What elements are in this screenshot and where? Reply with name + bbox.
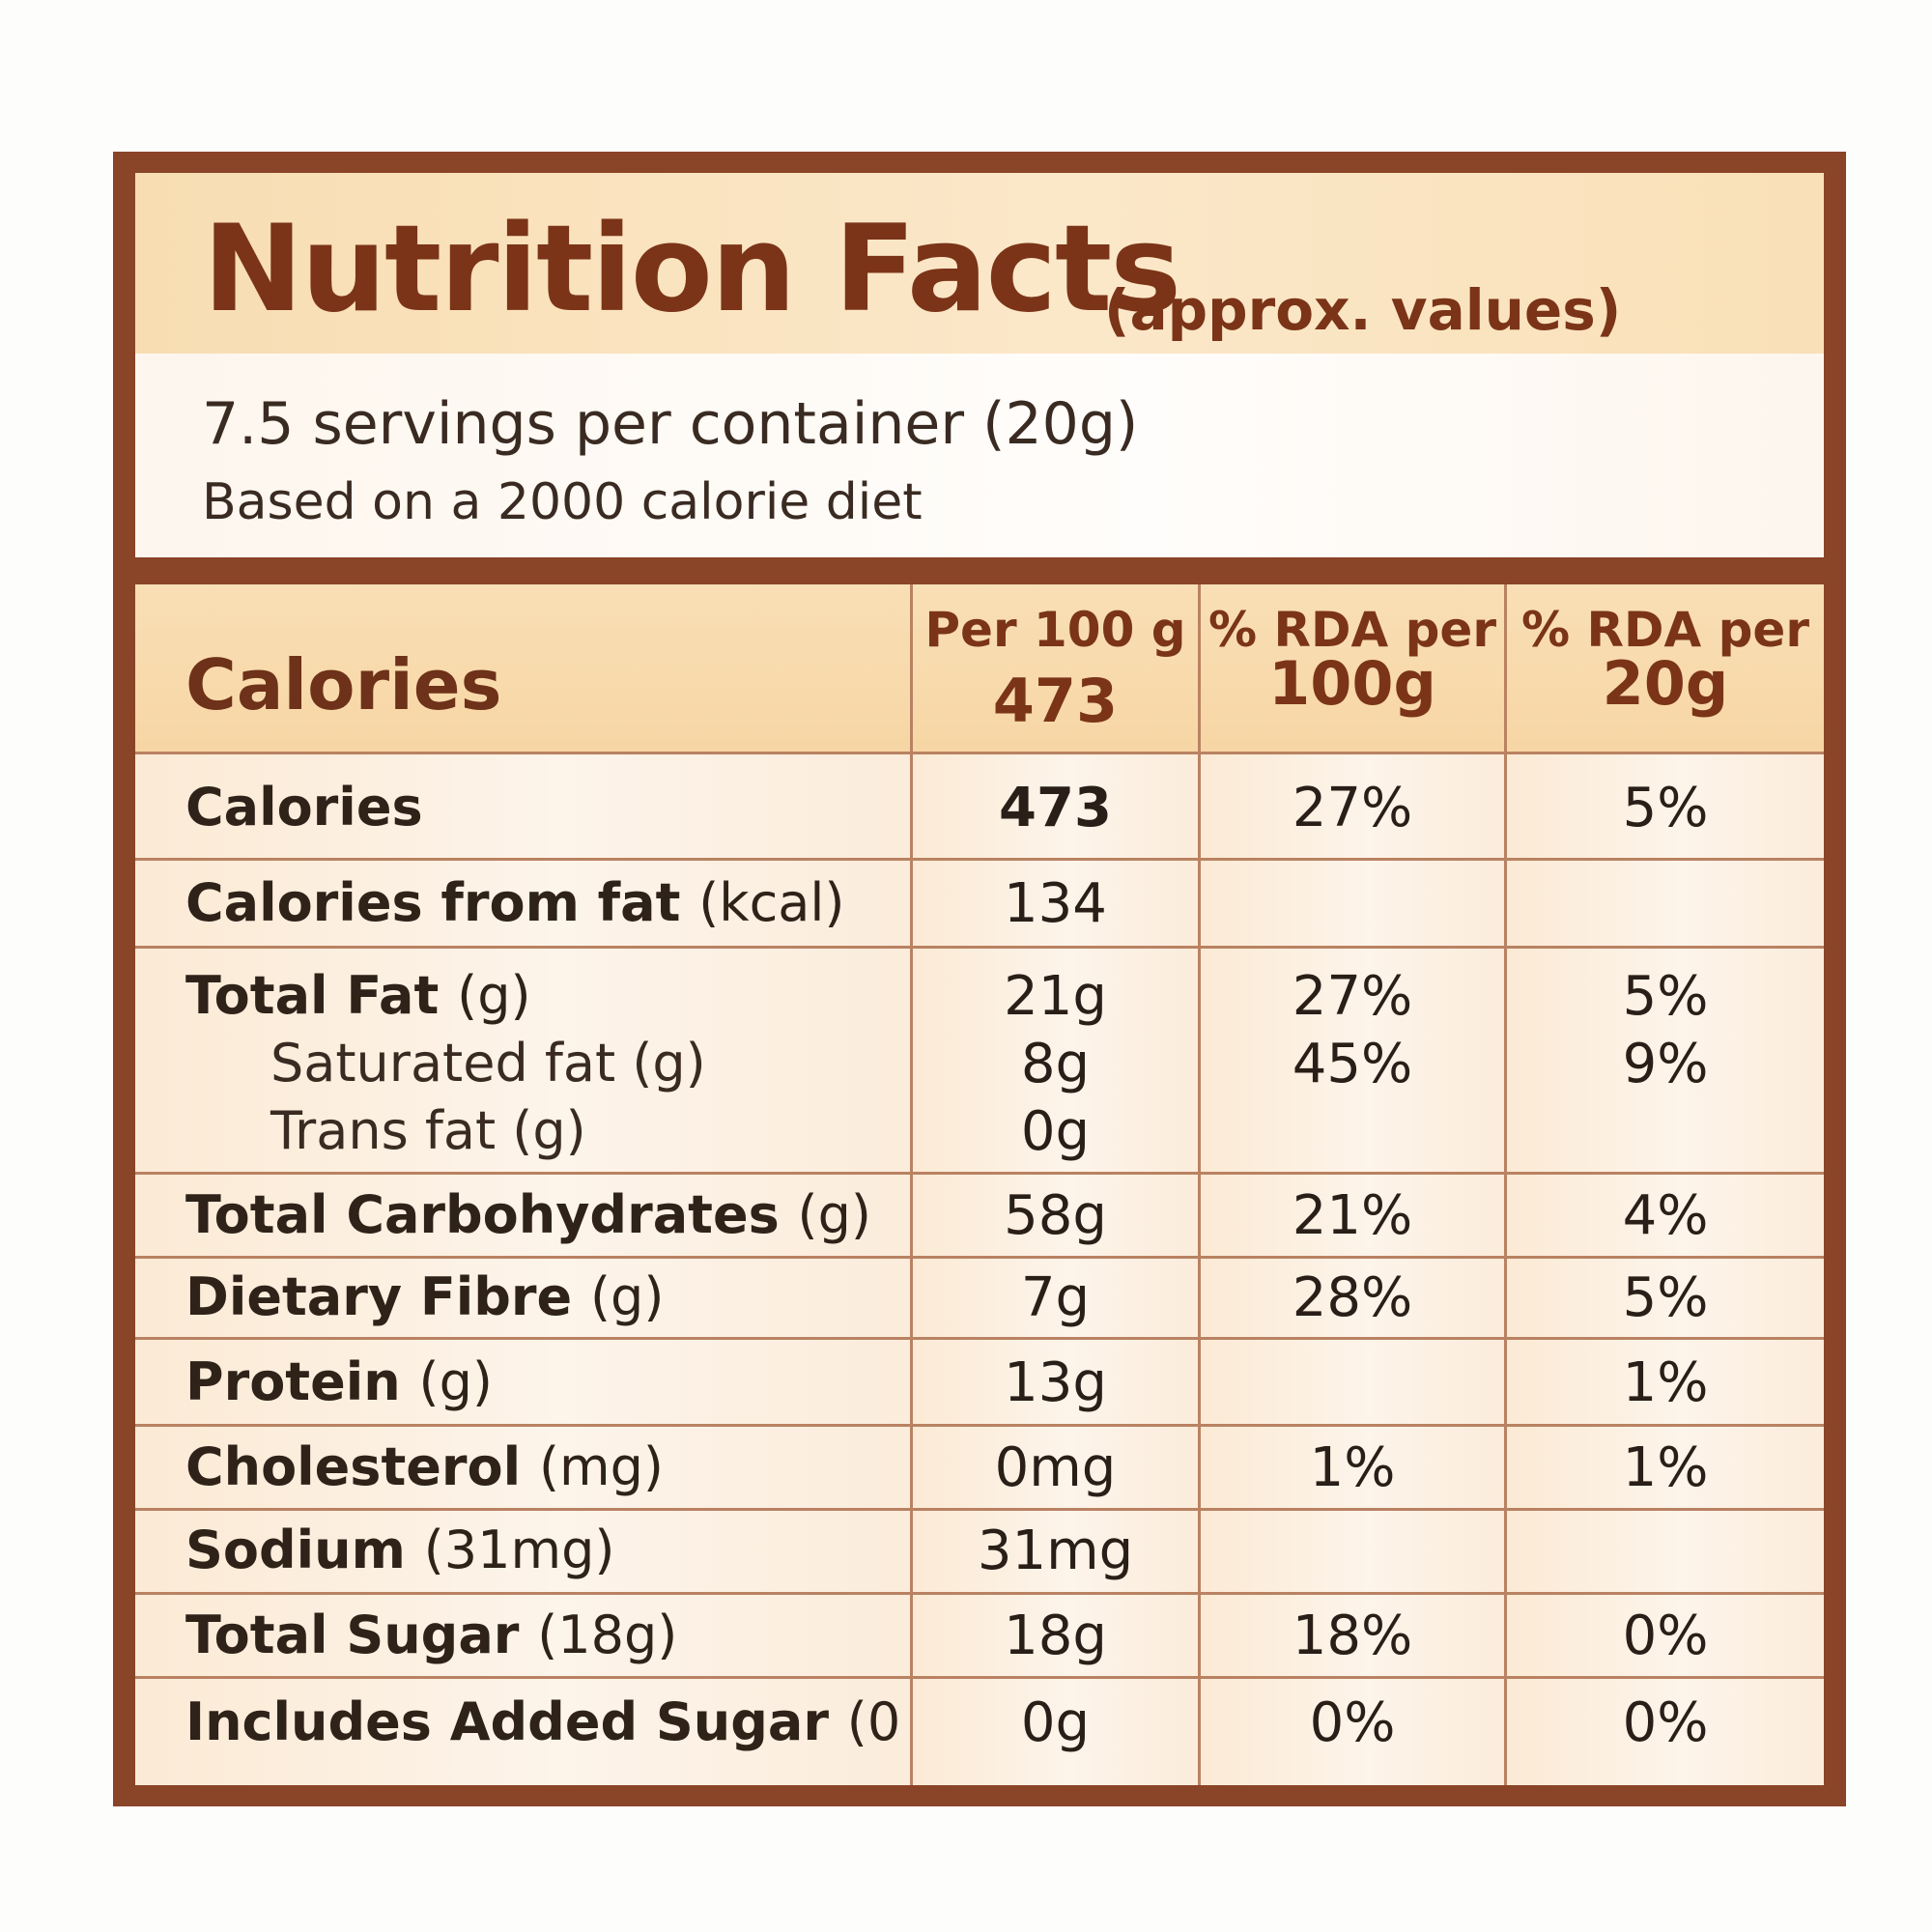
header-rda20-label: % RDA per: [1521, 602, 1809, 658]
rda20-value: 0%: [1622, 1691, 1709, 1754]
table-row: Sodium (31mg) 31mg: [135, 1511, 1824, 1592]
header-per100-label: Per 100 g: [924, 602, 1186, 658]
header-per100-cell: Per 100 g 473: [913, 584, 1198, 752]
row-label: Includes Added Sugar (0 g): [185, 1691, 971, 1752]
per100-value: 7g: [1020, 1266, 1091, 1329]
serving-info: 7.5 servings per container (20g) Based o…: [135, 354, 1824, 557]
header-per100-value: 473: [992, 666, 1119, 736]
per100-value: 13g: [1004, 1351, 1107, 1414]
header-rda20-cell: % RDA per 20g: [1507, 584, 1824, 752]
header-rda100-label: % RDA per: [1208, 602, 1496, 658]
table-header-row: Calories Per 100 g 473 % RDA per 100g % …: [135, 584, 1824, 752]
rda100-value: 1%: [1309, 1436, 1396, 1499]
rda20-value: 5%: [1622, 965, 1709, 1028]
sub-row-label: Saturated fat (g): [270, 1033, 706, 1094]
table-row: Calories 473 27% 5%: [135, 754, 1824, 858]
rda100-value: 27%: [1292, 777, 1413, 839]
row-label: Total Fat (g): [185, 965, 531, 1026]
table-row: Dietary Fibre (g) 7g 28% 5%: [135, 1259, 1824, 1337]
table-row: Protein (g) 13g 1%: [135, 1340, 1824, 1424]
rda20-value: 5%: [1622, 1266, 1709, 1329]
rda100-value: 21%: [1292, 1184, 1413, 1247]
row-label: Total Sugar (18g): [185, 1605, 678, 1665]
per100-value: 0g: [1020, 1100, 1091, 1163]
table-row: Includes Added Sugar (0 g) 0g 0% 0%: [135, 1679, 1824, 1785]
header-rda20-sub: 20g: [1602, 648, 1729, 719]
per100-value: 18g: [1004, 1605, 1107, 1667]
row-label: Sodium (31mg): [185, 1520, 615, 1580]
row-label: Total Carbohydrates (g): [185, 1184, 871, 1245]
diet-basis: Based on a 2000 calorie diet: [202, 473, 923, 531]
per100-value: 0mg: [994, 1436, 1117, 1499]
rda20-value: 5%: [1622, 777, 1709, 839]
title-band: Nutrition Facts (approx. values): [135, 173, 1824, 354]
row-label: Dietary Fibre (g): [185, 1266, 665, 1327]
rda20-value: 4%: [1622, 1184, 1709, 1247]
rda100-value: 28%: [1292, 1266, 1413, 1329]
page-title: Nutrition Facts: [203, 200, 1181, 339]
table-row: Total Sugar (18g) 18g 18% 0%: [135, 1595, 1824, 1676]
rda100-value: 18%: [1292, 1605, 1413, 1667]
nutrition-table: Calories Per 100 g 473 % RDA per 100g % …: [135, 584, 1824, 1785]
header-calories-cell: Calories: [135, 584, 910, 752]
approx-values-note: (approx. values): [1104, 277, 1622, 343]
row-label: Calories: [185, 777, 423, 838]
header-rda100-cell: % RDA per 100g: [1201, 584, 1504, 752]
per100-value: 21g: [1004, 965, 1107, 1028]
table-row: Calories from fat (kcal) 134: [135, 861, 1824, 946]
rda20-value: 1%: [1622, 1351, 1709, 1414]
row-label: Calories from fat (kcal): [185, 872, 845, 933]
rda20-value: 9%: [1622, 1033, 1709, 1095]
rda20-value: 0%: [1622, 1605, 1709, 1667]
nutrition-facts-panel: Nutrition Facts (approx. values) 7.5 ser…: [113, 152, 1846, 1806]
per100-value: 134: [1004, 872, 1107, 935]
table-row: Cholesterol (mg) 0mg 1% 1%: [135, 1427, 1824, 1508]
per100-value: 8g: [1020, 1033, 1091, 1095]
header-calories-label: Calories: [185, 644, 502, 725]
per100-value: 31mg: [977, 1520, 1134, 1582]
table-row: Total Carbohydrates (g) 58g 21% 4%: [135, 1175, 1824, 1256]
row-label: Protein (g): [185, 1351, 493, 1412]
rda20-value: 1%: [1622, 1436, 1709, 1499]
row-label: Cholesterol (mg): [185, 1436, 664, 1497]
servings-per-container: 7.5 servings per container (20g): [202, 390, 1139, 458]
per100-value: 0g: [1020, 1691, 1091, 1754]
rda100-value: 45%: [1292, 1033, 1413, 1095]
per100-value: 58g: [1004, 1184, 1107, 1247]
table-row-fat-group: Total Fat (g) Saturated fat (g) Trans fa…: [135, 949, 1824, 1172]
header-rda100-sub: 100g: [1268, 648, 1436, 719]
rda100-value: 0%: [1309, 1691, 1396, 1754]
rda100-value: 27%: [1292, 965, 1413, 1028]
per100-value: 473: [999, 777, 1112, 839]
sub-row-label: Trans fat (g): [270, 1100, 586, 1161]
